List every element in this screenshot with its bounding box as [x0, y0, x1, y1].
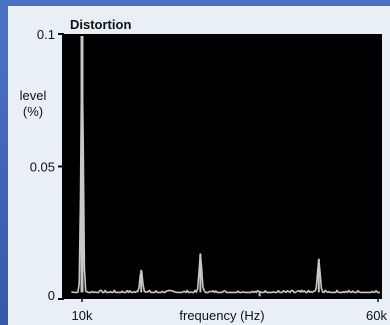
- x-axis-ticks: 10k 60k: [72, 297, 387, 323]
- x-tick-label: 60k: [366, 308, 387, 323]
- y-axis-label-line2: (%): [23, 104, 43, 119]
- chart-title: Distortion: [70, 17, 131, 32]
- y-tick-label: 0: [48, 288, 55, 303]
- y-axis-ticks: 0.1 0.05 0: [30, 27, 64, 303]
- y-tick-label: 0.1: [37, 27, 55, 42]
- y-axis-label-line1: level: [20, 88, 47, 103]
- y-tick-label: 0.05: [30, 160, 55, 175]
- distortion-trace: [71, 39, 380, 294]
- x-tick-label: 10k: [72, 308, 93, 323]
- peak-marks: [80, 36, 320, 297]
- x-axis-label: frequency (Hz): [179, 308, 264, 323]
- plot-area: [62, 34, 382, 299]
